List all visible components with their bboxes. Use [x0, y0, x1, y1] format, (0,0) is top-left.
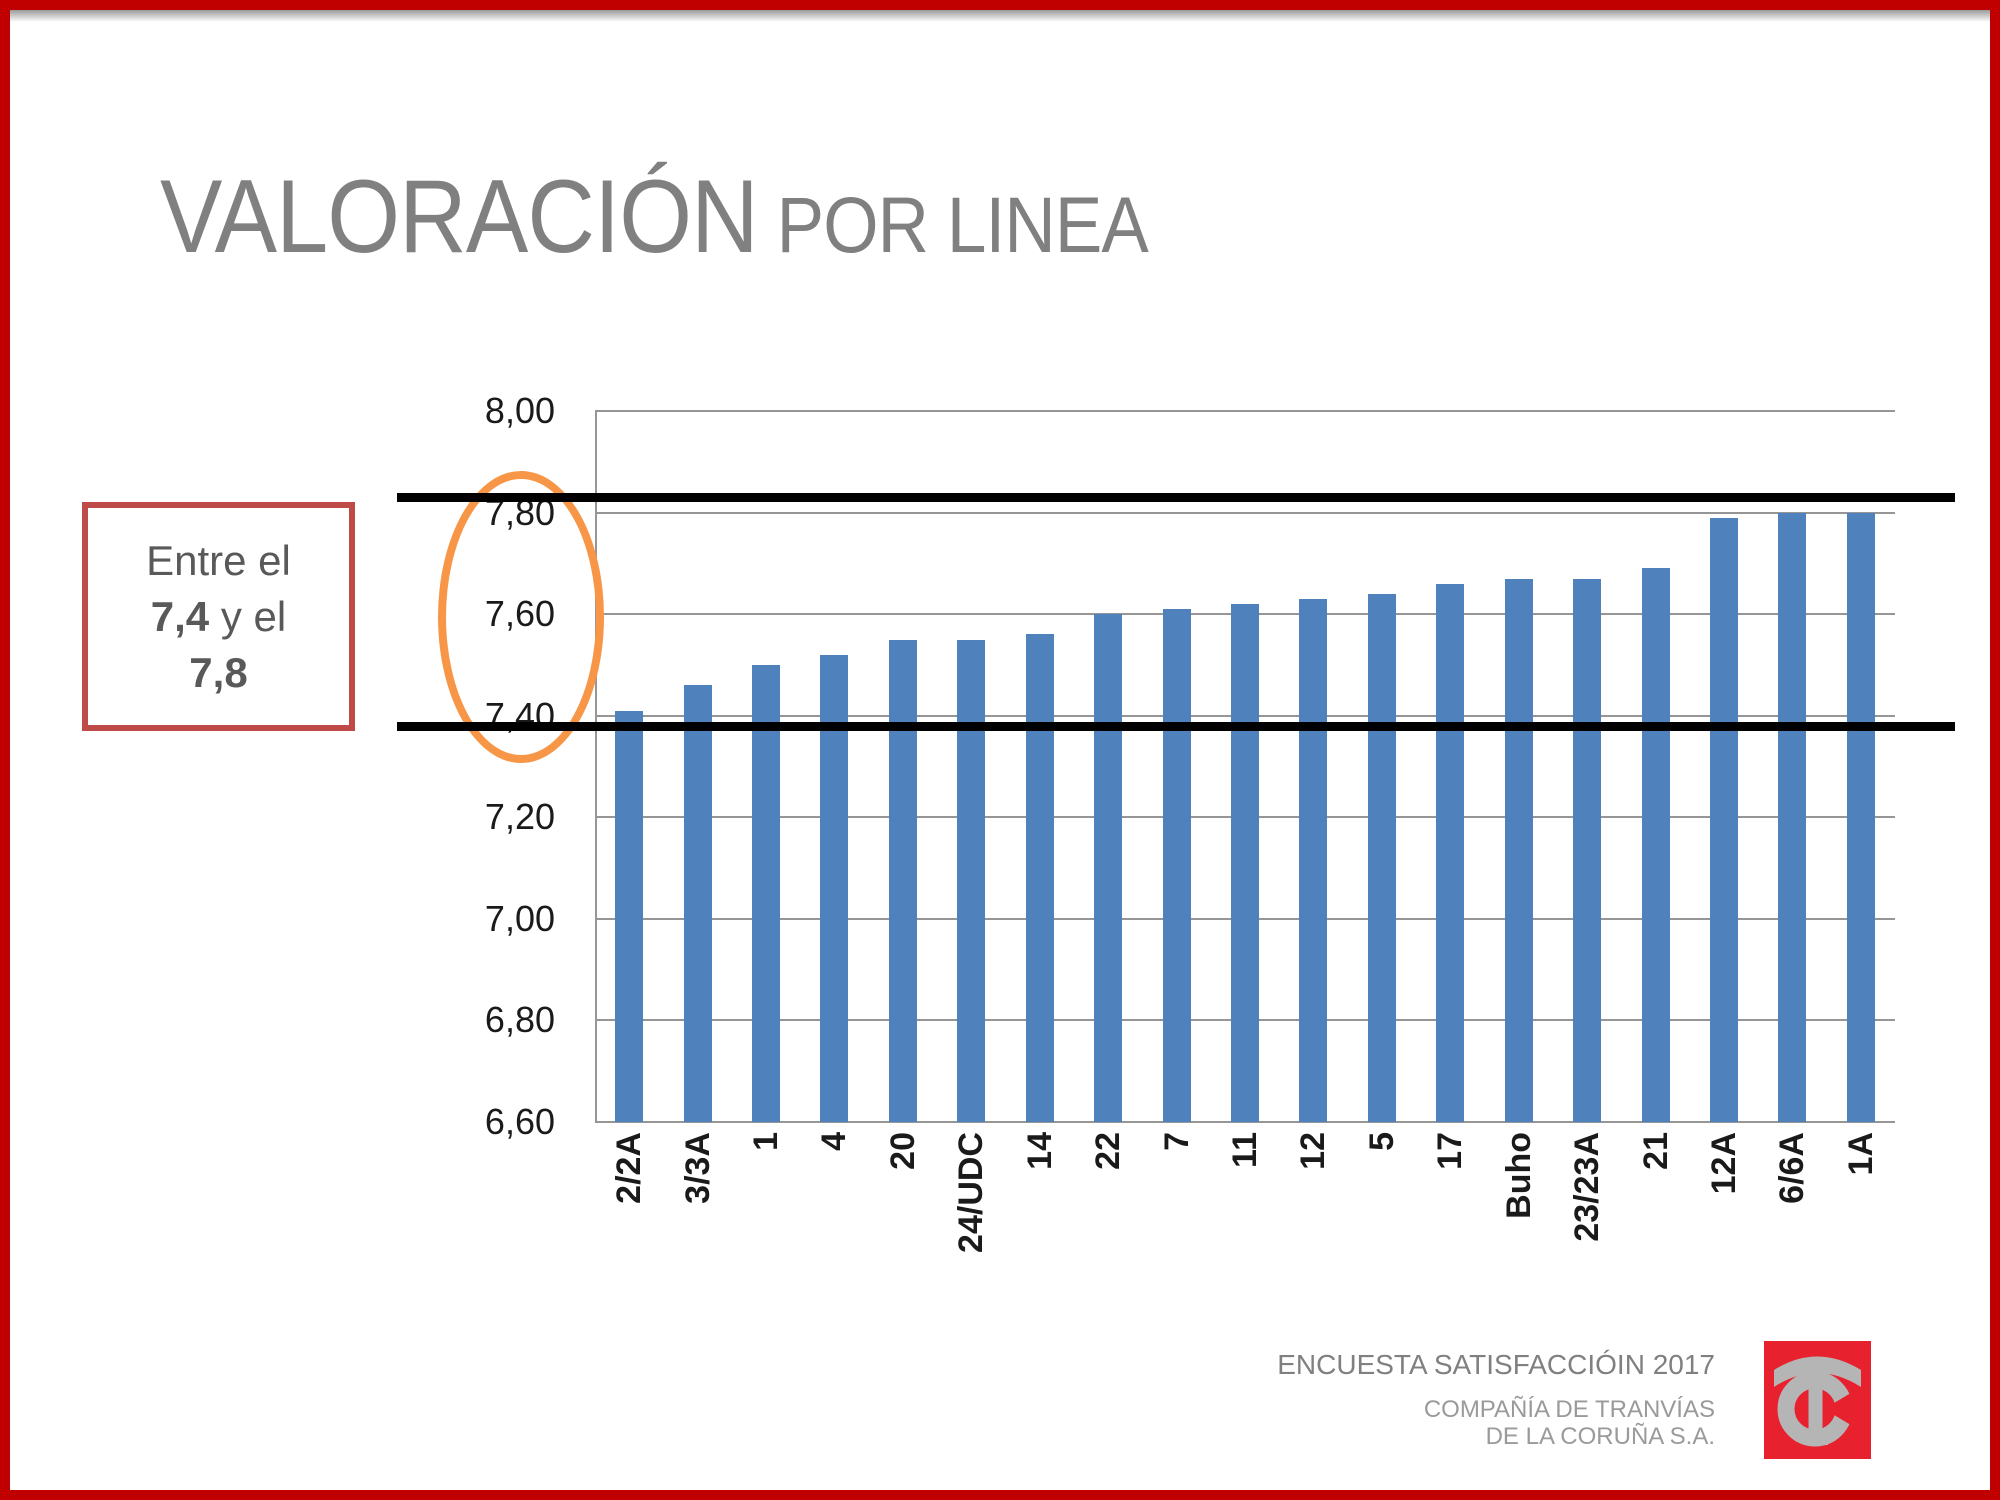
bar-chart: 8,00 7,80 7,60 7,40 7,20 7,00 6,80 6,60 2/2A 3/3A… [10, 10, 1990, 1490]
bar [1231, 603, 1259, 1122]
footer-company-line2: DE LA CORUÑA S.A. [1485, 1423, 1715, 1450]
highlight-ellipse [438, 471, 604, 763]
y-tick-label: 6,80 [484, 999, 555, 1041]
logo-t-foot [1804, 1435, 1828, 1445]
x-category-label: 12A [1704, 1132, 1743, 1195]
x-category-label: 12 [1294, 1132, 1333, 1170]
x-category-label: 24/UDC [952, 1132, 991, 1253]
y-tick-label: 6,60 [484, 1101, 555, 1142]
slide-top-shadow [10, 10, 1990, 22]
callout-part3: y el [209, 592, 287, 640]
bar [957, 639, 986, 1122]
x-category-label: 2/2A [610, 1132, 649, 1204]
bar [1367, 593, 1396, 1122]
logo-c-mouth [1824, 1381, 1871, 1437]
bar [615, 710, 644, 1122]
bar [888, 639, 917, 1122]
x-category-label: 7 [1157, 1132, 1196, 1151]
x-category-label: Buho [1499, 1132, 1538, 1219]
bar [683, 685, 712, 1122]
x-category-label: 1 [747, 1132, 786, 1151]
page-title: VALORACIÓN POR LINEA [160, 158, 1149, 277]
bar [752, 664, 781, 1122]
y-tick-label: 7,20 [484, 796, 555, 838]
footer-company-text: COMPAÑÍA DE TRANVÍAS DE LA CORUÑA S.A. [1424, 1396, 1715, 1450]
footer-company-line1: COMPAÑÍA DE TRANVÍAS [1423, 1396, 1715, 1423]
x-category-label: 6/6A [1773, 1132, 1812, 1204]
x-category-label: 17 [1431, 1132, 1470, 1170]
bar [1025, 634, 1054, 1122]
reference-line-lower [397, 721, 1955, 731]
y-axis-line [595, 411, 597, 1122]
bar [1504, 578, 1533, 1122]
x-category-label: 20 [883, 1132, 922, 1170]
callout-part1: Entre el [146, 536, 291, 584]
x-category-label: 21 [1636, 1132, 1675, 1170]
logo-t-stem [1808, 1369, 1823, 1439]
bar [1778, 512, 1807, 1122]
callout-lower-bound: 7,4 [150, 592, 210, 640]
page-title-main: VALORACIÓN [160, 159, 759, 275]
bar [1709, 517, 1738, 1122]
bar [1094, 614, 1123, 1122]
gridline [595, 1121, 1895, 1123]
bar [820, 654, 849, 1122]
bar [1436, 583, 1465, 1122]
x-category-label: 11 [1226, 1132, 1264, 1168]
x-category-label: 14 [1020, 1132, 1059, 1170]
range-callout-box: Entre el 7,4 y el 7,8 [82, 502, 355, 731]
bar [1299, 598, 1328, 1122]
bar [1846, 512, 1875, 1122]
compania-de-tranvias-tc-logo [1764, 1341, 1871, 1459]
y-tick-label: 8,00 [484, 390, 555, 431]
x-category-label: 3/3A [678, 1132, 717, 1204]
bar [1573, 578, 1602, 1122]
x-category-label: 5 [1362, 1132, 1401, 1151]
reference-line-upper [397, 493, 1955, 503]
page-title-sub: POR LINEA [757, 180, 1149, 269]
y-tick-label: 7,00 [484, 897, 555, 939]
gridline [595, 511, 1895, 514]
x-category-label: 22 [1089, 1132, 1128, 1170]
bar [1641, 568, 1670, 1122]
callout-upper-bound: 7,8 [189, 648, 248, 696]
bar [1162, 609, 1191, 1122]
x-category-label: 4 [815, 1132, 854, 1151]
x-category-label: 23/23A [1568, 1132, 1607, 1242]
x-category-label: 1A [1841, 1132, 1880, 1176]
range-callout-text: Entre el 7,4 y el 7,8 [146, 533, 291, 701]
footer-survey-text: ENCUESTA SATISFACCIÓIN 2017 [1277, 1349, 1715, 1380]
gridline [595, 410, 1895, 412]
